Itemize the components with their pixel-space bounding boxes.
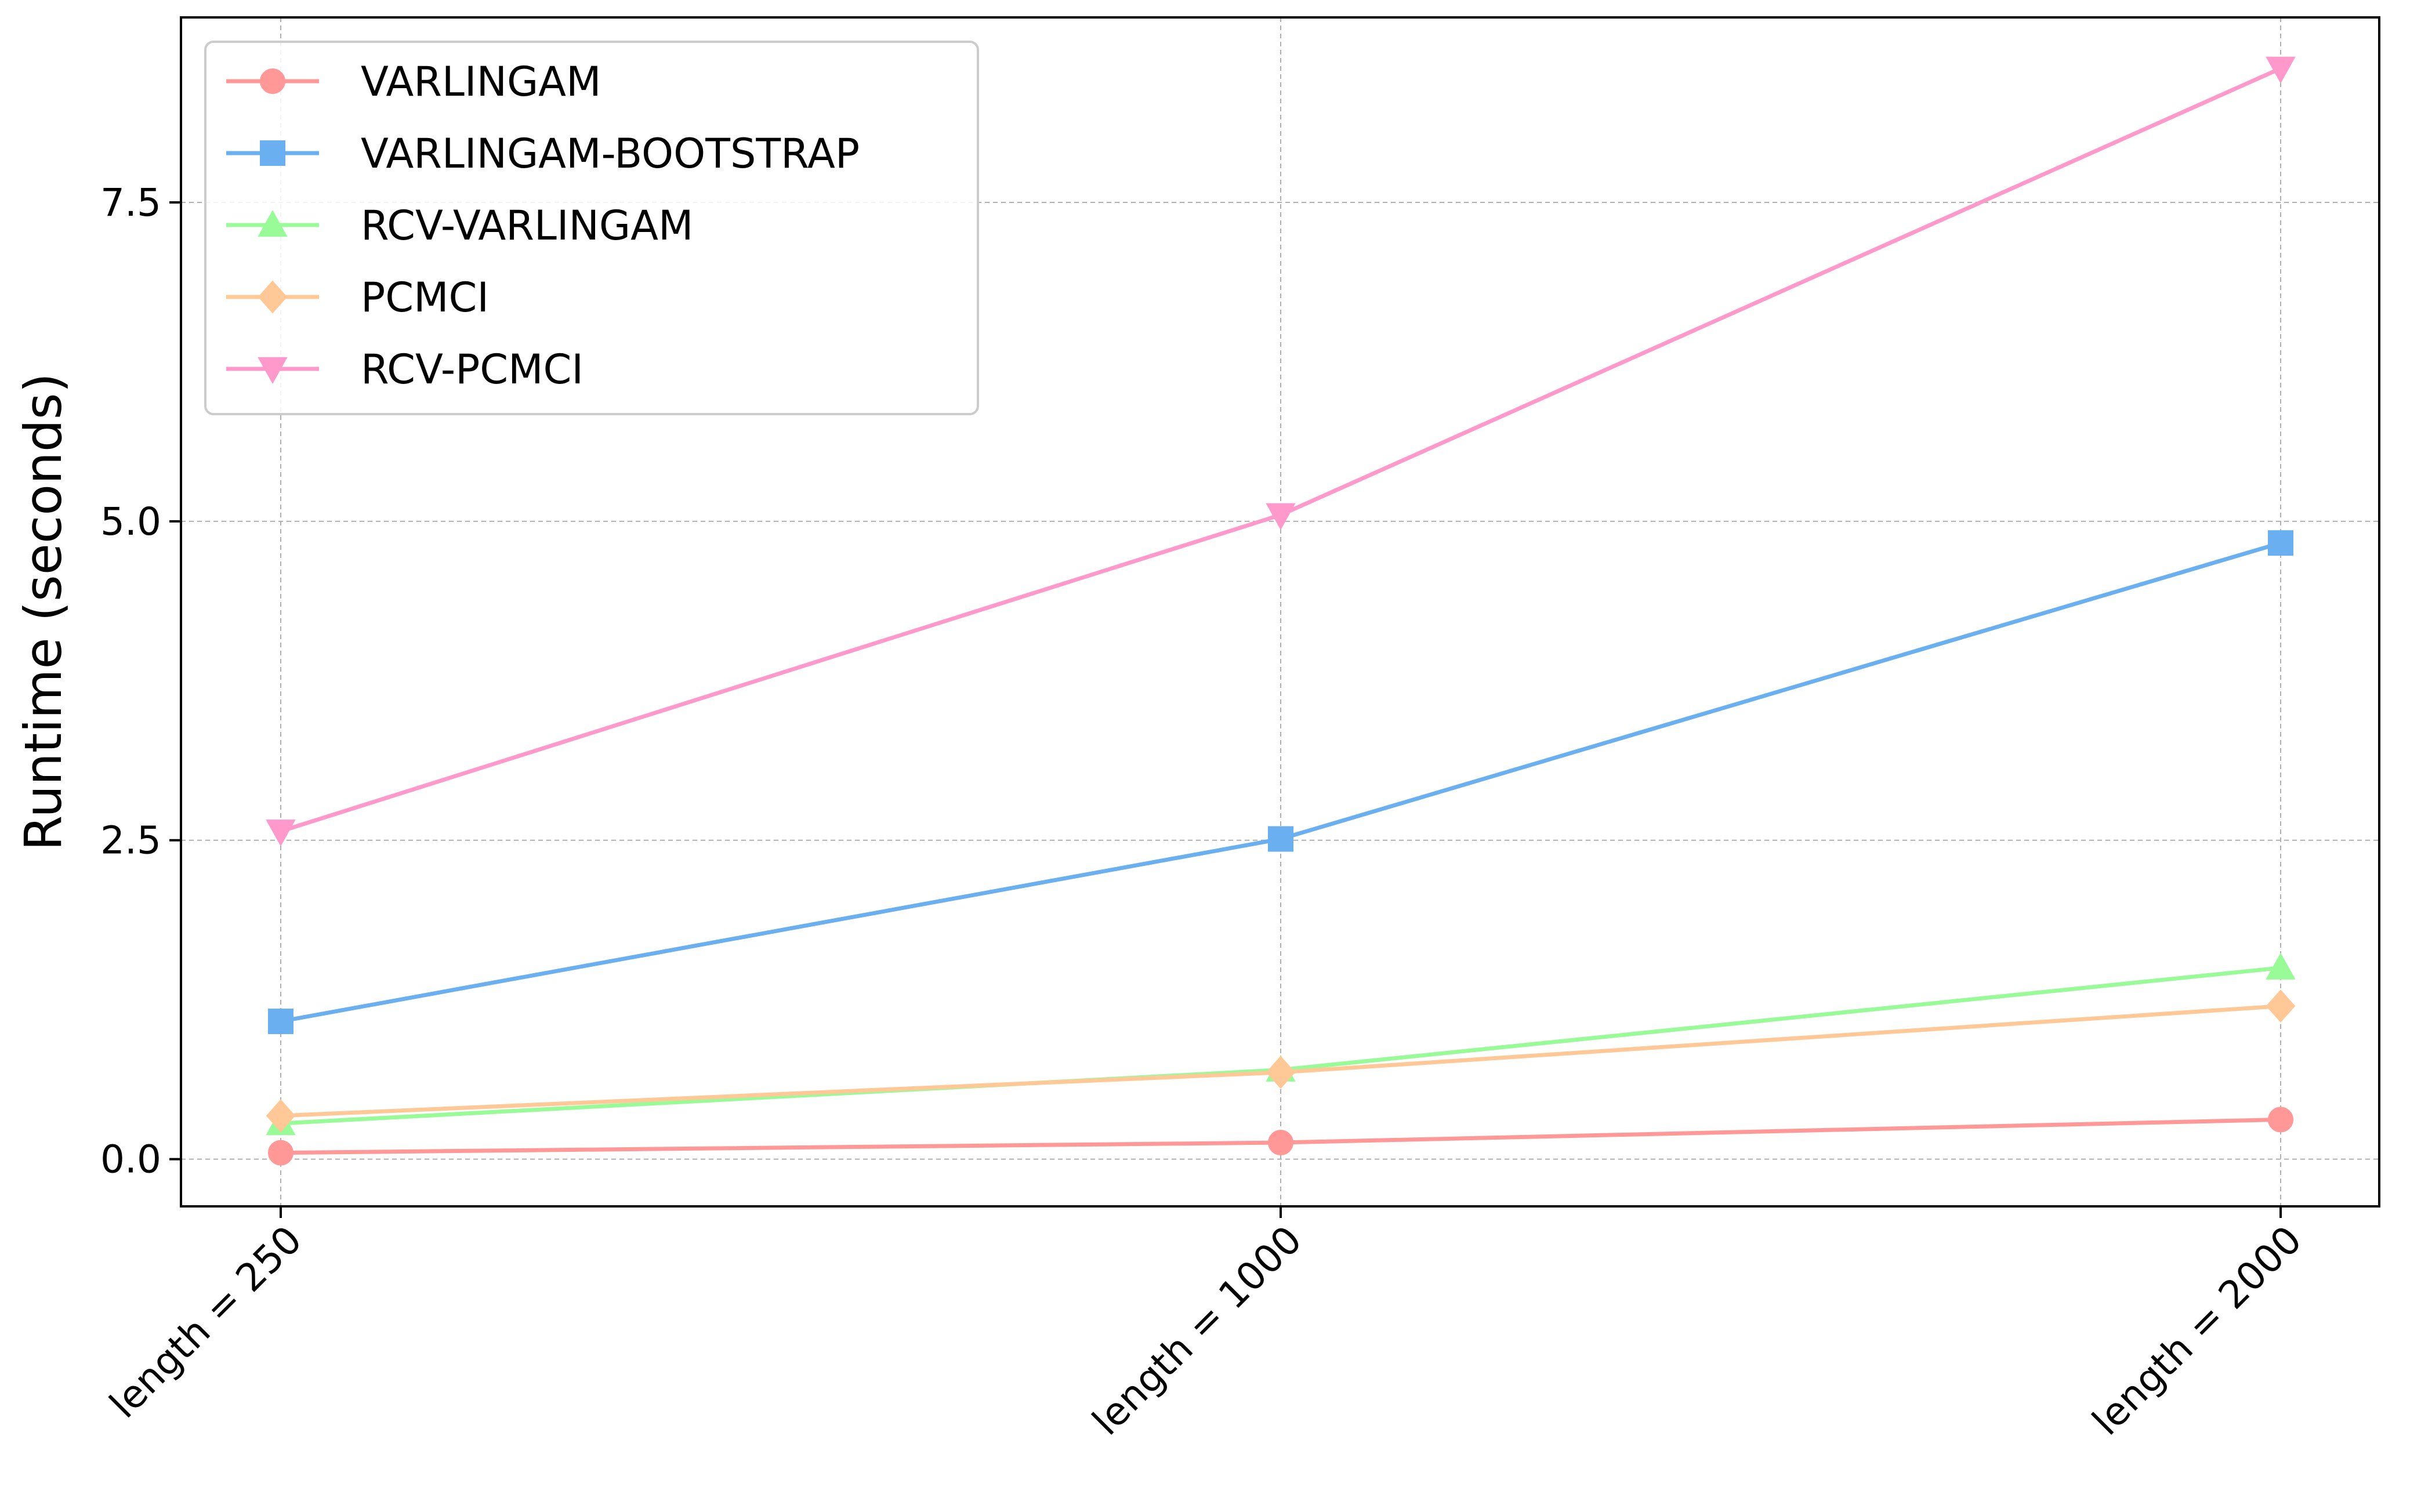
legend-item: VARLINGAM-BOOTSTRAP	[226, 130, 860, 177]
legend-item: PCMCI	[226, 274, 489, 321]
data-point	[268, 1140, 293, 1166]
legend-label: RCV-VARLINGAM	[361, 202, 693, 249]
y-tick-label: 2.5	[100, 818, 161, 863]
series-layer	[266, 56, 2296, 1166]
legend-marker	[258, 209, 288, 237]
data-point	[266, 1099, 296, 1133]
y-tick-label: 0.0	[100, 1137, 161, 1182]
data-point	[2266, 952, 2296, 980]
legend-label: RCV-PCMCI	[361, 346, 583, 393]
data-point	[1266, 1056, 1296, 1089]
series-varlingam-bootstrap	[268, 530, 2293, 1035]
x-tick-label: length = 2000	[2084, 1217, 2311, 1444]
legend-label: PCMCI	[361, 274, 489, 321]
data-point	[1266, 503, 1296, 530]
x-tick-label: length = 250	[101, 1217, 310, 1427]
y-tick-label: 7.5	[100, 180, 161, 225]
legend-label: VARLINGAM-BOOTSTRAP	[361, 130, 860, 177]
legend-item: VARLINGAM	[226, 58, 601, 106]
data-point	[268, 1009, 293, 1035]
legend-marker	[260, 68, 285, 94]
legend-marker	[260, 140, 285, 166]
data-point	[2266, 989, 2296, 1023]
data-point	[1268, 1130, 1293, 1156]
legend-marker	[258, 357, 288, 385]
legend-item: RCV-VARLINGAM	[226, 202, 693, 249]
series-varlingam	[268, 1107, 2293, 1166]
legend-label: VARLINGAM	[361, 58, 601, 106]
y-axis-title: Runtime (seconds)	[13, 373, 73, 851]
data-point	[2268, 1107, 2293, 1133]
legend: VARLINGAM VARLINGAM-BOOTSTRAP RCV-VARLINGA…	[204, 41, 979, 415]
series-pcmci	[266, 989, 2296, 1133]
legend-box	[204, 41, 979, 415]
data-point	[1268, 826, 1293, 852]
legend-item: RCV-PCMCI	[226, 346, 583, 393]
data-point	[2266, 56, 2296, 84]
legend-marker	[258, 280, 288, 314]
y-tick-label: 5.0	[100, 499, 161, 544]
x-tick-label: length = 1000	[1084, 1217, 1311, 1444]
series-rcv-pcmci	[266, 56, 2296, 847]
data-point	[2268, 530, 2293, 556]
data-point	[266, 820, 296, 847]
